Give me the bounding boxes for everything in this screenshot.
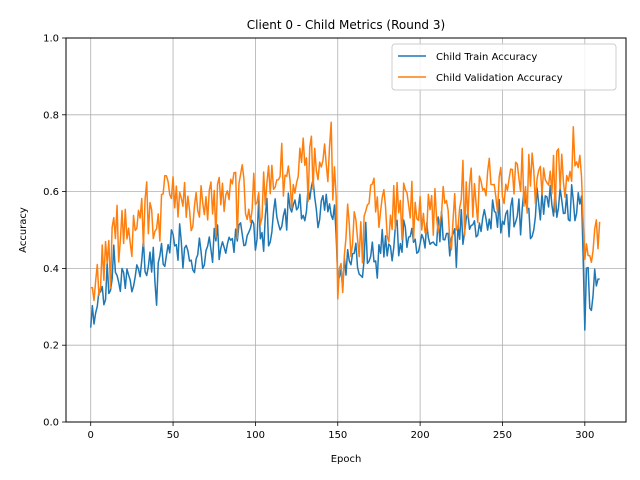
validation-accuracy-line	[90, 121, 601, 302]
y-axis-label: Accuracy	[18, 207, 29, 253]
chart-title: Client 0 - Child Metrics (Round 3)	[247, 18, 445, 32]
legend-label-validation: Child Validation Accuracy	[436, 73, 563, 84]
plot-frame	[65, 37, 627, 423]
y-tick-label: 1.0	[43, 34, 59, 45]
y-tick-label: 0.6	[43, 187, 59, 198]
x-tick-label: 200	[411, 430, 430, 441]
y-tick-label: 0.8	[43, 110, 59, 121]
x-tick-label: 250	[493, 430, 512, 441]
legend: Child Train Accuracy Child Validation Ac…	[391, 43, 617, 91]
plot-area	[65, 37, 627, 423]
x-axis: 0 50 100 150 200 250 300	[88, 422, 594, 441]
x-tick-label: 150	[328, 430, 347, 441]
x-tick-label: 0	[88, 430, 94, 441]
x-axis-label: Epoch	[331, 454, 362, 465]
y-tick-label: 0.2	[43, 341, 59, 352]
x-tick-label: 50	[167, 430, 180, 441]
x-tick-label: 100	[246, 430, 265, 441]
y-tick-label: 0.4	[43, 264, 59, 275]
x-tick-label: 300	[575, 430, 594, 441]
y-axis: 0.0 0.2 0.4 0.6 0.8 1.0	[43, 34, 66, 429]
series-layer	[89, 121, 601, 331]
legend-label-train: Child Train Accuracy	[436, 52, 537, 63]
y-tick-label: 0.0	[43, 418, 59, 429]
legend-box	[391, 43, 617, 91]
train-accuracy-line	[89, 178, 600, 331]
